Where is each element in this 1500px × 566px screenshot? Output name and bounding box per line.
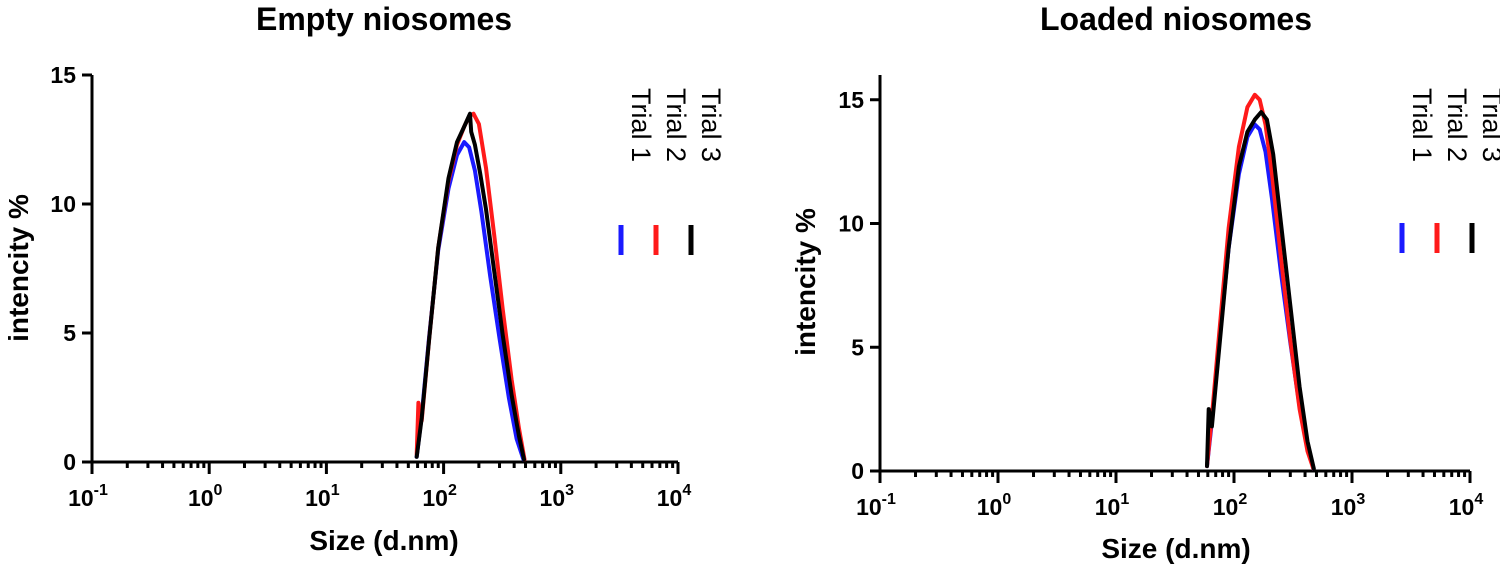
y-tick-label: 5 [851, 334, 864, 360]
x-tick-label: 101 [1095, 491, 1130, 520]
y-tick-label: 5 [63, 320, 76, 346]
x-tick-label: 104 [1449, 491, 1484, 520]
x-tick-label: 102 [422, 482, 457, 511]
x-tick-label: 10-1 [68, 482, 108, 511]
legend-label-trial-3: Trial 3 [696, 88, 726, 162]
x-tick-label: 10-1 [856, 491, 896, 520]
legend-label-trial-1: Trial 1 [626, 88, 656, 162]
y-tick-label: 10 [50, 191, 76, 217]
chart-empty-niosomes: Empty niosomes 0 5 10 15 10-1 100 101 102 103 104 S… [3, 1, 726, 556]
legend-label-trial-2: Trial 2 [1442, 88, 1472, 162]
y-axis-label: intencity % [3, 194, 34, 342]
x-tick-label: 104 [657, 482, 692, 511]
series-line-trial-3 [414, 111, 526, 462]
legend-label-trial-3: Trial 3 [1477, 88, 1500, 162]
y-tick-label: 10 [838, 211, 864, 237]
x-tick-label: 103 [1331, 491, 1366, 520]
series-line-trial-2 [1205, 92, 1316, 471]
series-line-trial-3 [1205, 110, 1316, 471]
x-tick-label: 101 [305, 482, 340, 511]
x-tick-label: 103 [540, 482, 575, 511]
x-tick-label: 102 [1213, 491, 1248, 520]
legend-label-trial-1: Trial 1 [1407, 88, 1437, 162]
y-tick-label: 15 [838, 87, 864, 113]
x-tick-label: 100 [977, 491, 1012, 520]
x-tick-label: 100 [188, 482, 223, 511]
y-axis-label: intencity % [790, 208, 821, 356]
y-tick-label: 0 [63, 449, 76, 475]
x-axis-label: Size (d.nm) [309, 525, 458, 556]
chart-loaded-niosomes: Loaded niosomes 0 5 10 15 10-1 100 101 102 103 104… [790, 1, 1500, 564]
chart-title: Loaded niosomes [1040, 1, 1312, 37]
y-tick-label: 15 [50, 62, 76, 88]
x-axis-label: Size (d.nm) [1101, 533, 1250, 564]
y-tick-label: 0 [851, 458, 864, 484]
chart-title: Empty niosomes [256, 1, 512, 37]
legend-label-trial-2: Trial 2 [661, 88, 691, 162]
